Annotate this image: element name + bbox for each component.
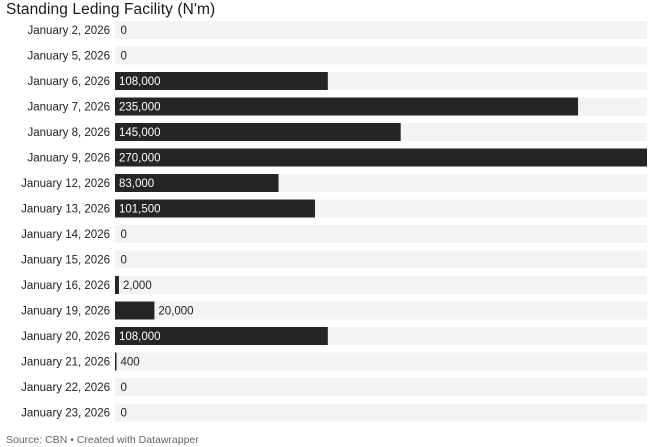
bar xyxy=(115,148,647,167)
category-label: January 12, 2026 xyxy=(21,178,110,190)
bar xyxy=(115,97,579,116)
value-label: 20,000 xyxy=(158,306,193,318)
category-label: January 22, 2026 xyxy=(21,382,110,394)
value-label: 270,000 xyxy=(119,153,161,165)
category-label: January 15, 2026 xyxy=(21,255,110,267)
value-label: 0 xyxy=(121,382,127,394)
bar-track xyxy=(115,301,647,320)
category-label: January 13, 2026 xyxy=(21,204,110,216)
value-label: 0 xyxy=(121,51,127,63)
bar xyxy=(115,301,155,320)
bar xyxy=(115,123,401,141)
value-label: 101,500 xyxy=(119,204,161,216)
bar-track xyxy=(115,21,647,39)
source-note: Source: CBN • Created with Datawrapper xyxy=(6,434,199,446)
bar-track xyxy=(115,250,647,269)
value-label: 0 xyxy=(121,229,127,241)
value-label: 400 xyxy=(121,357,140,369)
chart-title: Standing Leding Facility (N'm) xyxy=(6,1,216,18)
bar xyxy=(115,327,328,345)
category-label: January 20, 2026 xyxy=(21,331,110,343)
category-label: January 16, 2026 xyxy=(21,280,110,292)
bar xyxy=(115,352,117,371)
category-label: January 8, 2026 xyxy=(28,127,110,139)
value-label: 145,000 xyxy=(119,127,161,139)
bar-track xyxy=(115,403,647,422)
value-label: 0 xyxy=(121,408,127,420)
bar-track xyxy=(115,225,647,243)
bar-track xyxy=(115,276,647,294)
bar-track xyxy=(115,352,647,371)
bar-track xyxy=(115,46,647,65)
bar xyxy=(115,276,119,294)
category-label: January 6, 2026 xyxy=(28,76,110,88)
category-label: January 9, 2026 xyxy=(28,153,110,165)
bar xyxy=(115,199,315,218)
value-label: 0 xyxy=(121,255,127,267)
value-label: 108,000 xyxy=(119,76,161,88)
bar-chart: January 2, 2026 0 January 5, 2026 0 January … xyxy=(21,21,647,422)
bar-track xyxy=(115,378,647,396)
category-label: January 14, 2026 xyxy=(21,229,110,241)
category-label: January 21, 2026 xyxy=(21,357,110,369)
value-label: 235,000 xyxy=(119,102,161,114)
bar xyxy=(115,174,279,192)
category-label: January 2, 2026 xyxy=(28,25,110,37)
category-label: January 5, 2026 xyxy=(28,51,110,63)
value-label: 83,000 xyxy=(119,178,154,190)
value-label: 0 xyxy=(121,25,127,37)
bar xyxy=(115,72,328,90)
category-label: January 23, 2026 xyxy=(21,408,110,420)
category-label: January 7, 2026 xyxy=(28,102,110,114)
category-label: January 19, 2026 xyxy=(21,306,110,318)
value-label: 108,000 xyxy=(119,331,161,343)
value-label: 2,000 xyxy=(123,280,152,292)
